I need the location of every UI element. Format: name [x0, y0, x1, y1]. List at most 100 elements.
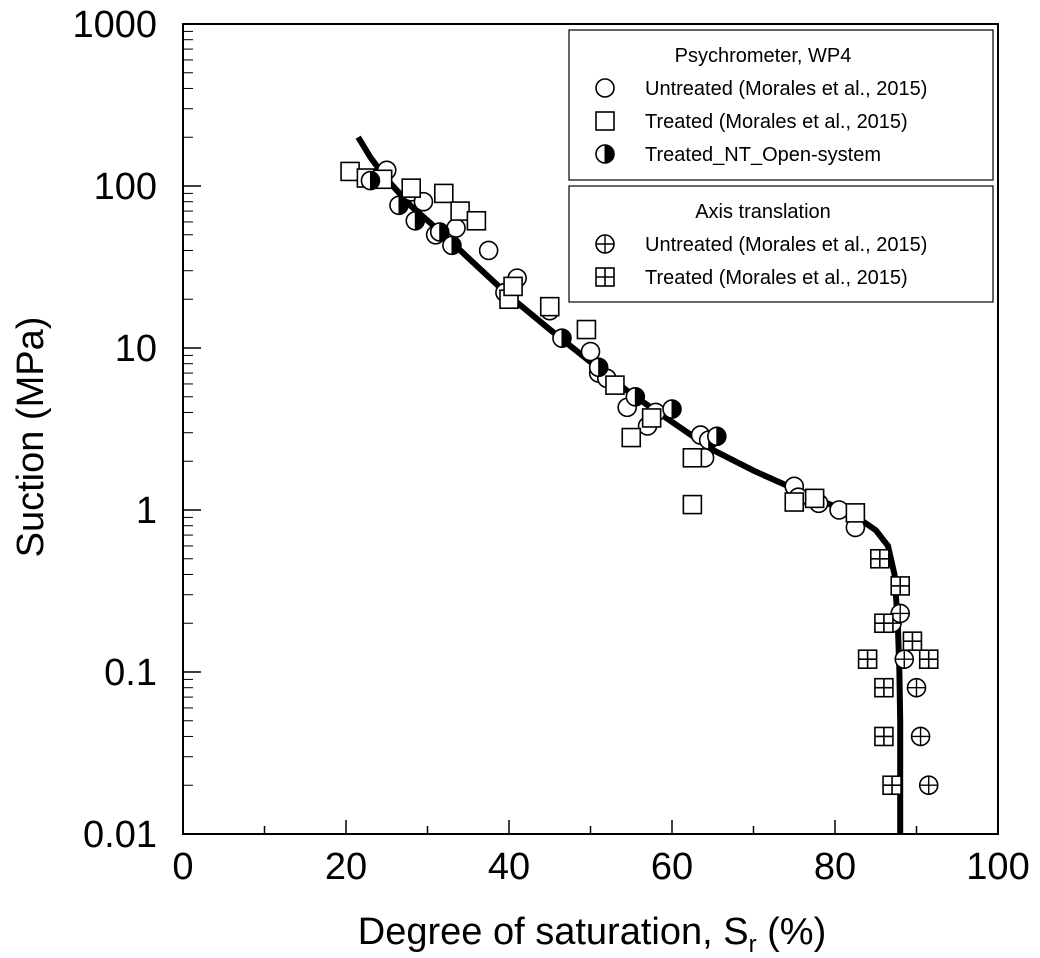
marker-circle: [595, 78, 615, 98]
y-tick-label: 1: [136, 490, 157, 532]
x-axis-title-main: Degree of saturation, S: [358, 911, 749, 953]
marker-square: [621, 427, 642, 448]
x-axis-title: Degree of saturation, Sr (%): [358, 911, 826, 958]
x-axis-title-suffix: (%): [757, 911, 827, 953]
legend-marker-circle: [595, 78, 615, 98]
data-point-half-circle: [442, 235, 462, 256]
legend-entry-label: Untreated (Morales et al., 2015): [645, 234, 927, 256]
marker-circle: [478, 240, 499, 261]
x-tick-label: 20: [325, 846, 367, 888]
data-point-square: [682, 448, 703, 468]
marker-half-fill: [369, 171, 380, 191]
data-point-square-plus: [870, 548, 890, 569]
data-point-half-circle: [625, 386, 646, 407]
data-point-half-circle: [429, 222, 450, 242]
marker-square: [845, 503, 866, 523]
legend-entry-label: Treated (Morales et al., 2015): [645, 267, 908, 289]
x-tick-label: 0: [172, 846, 193, 888]
data-point-circle: [446, 218, 466, 238]
data-point-square: [804, 488, 825, 509]
data-point-square-plus: [857, 649, 878, 669]
x-tick-label: 100: [966, 846, 1029, 888]
data-point-square: [401, 178, 422, 198]
data-point-square: [576, 319, 597, 340]
data-point-square: [845, 503, 866, 523]
data-point-circle-plus: [918, 775, 939, 796]
data-point-half-circle: [588, 357, 609, 378]
data-point-half-circle: [389, 195, 409, 216]
marker-circle: [580, 341, 601, 362]
marker-square: [340, 161, 360, 182]
legend-box: [568, 29, 994, 181]
data-point-square: [539, 296, 560, 317]
legend-entry-label: Treated_NT_Open-system: [645, 144, 881, 166]
data-point-circle: [829, 500, 849, 520]
data-points-group: [340, 160, 939, 796]
data-point-circle-plus: [894, 649, 915, 669]
y-tick-label: 10: [115, 328, 157, 370]
data-point-half-circle: [360, 170, 381, 191]
x-tick-label: 40: [488, 846, 530, 888]
x-axis-title-subscript: r: [749, 931, 757, 958]
legend-marker-circle-plus: [595, 234, 615, 254]
marker-half-fill: [561, 328, 572, 348]
x-tick-label: 80: [814, 846, 856, 888]
data-point-square-plus: [890, 576, 911, 596]
data-point-half-circle: [707, 426, 727, 447]
marker-square: [784, 492, 805, 512]
marker-half-fill: [604, 144, 615, 164]
marker-half-fill: [398, 195, 409, 215]
data-point-square: [503, 276, 523, 297]
x-tick-label: 60: [651, 846, 693, 888]
marker-square: [433, 183, 454, 204]
marker-square: [595, 111, 615, 131]
data-point-square-plus: [874, 726, 894, 747]
legend-title: Axis translation: [695, 201, 831, 223]
data-point-square-plus: [874, 677, 894, 698]
data-point-square-plus: [874, 613, 894, 634]
data-point-circle-plus: [906, 677, 927, 698]
data-point-circle-plus: [910, 726, 931, 747]
y-tick-label: 0.1: [104, 652, 157, 694]
marker-square: [503, 276, 523, 297]
legend-entry-label: Treated (Morales et al., 2015): [645, 111, 908, 133]
data-point-half-circle: [405, 210, 426, 231]
y-tick-label: 1000: [72, 4, 157, 46]
legend-marker-half-circle: [595, 144, 615, 164]
legend-marker-square: [595, 111, 615, 131]
legend-marker-square-plus: [595, 267, 615, 287]
data-point-half-circle: [662, 399, 682, 419]
legend-entry-label: Untreated (Morales et al., 2015): [645, 78, 927, 100]
marker-circle: [829, 500, 849, 520]
y-tick-label: 100: [94, 166, 157, 208]
marker-square: [466, 210, 487, 231]
axes-group: 0 20 40 60 80 100 0.01 0.1 1 10 100 1000: [72, 4, 1029, 888]
y-axis-title: Suction (MPa): [10, 317, 52, 558]
data-point-square: [605, 375, 625, 395]
data-point-square: [450, 201, 470, 221]
data-point-square: [466, 210, 487, 231]
marker-square: [539, 296, 560, 317]
marker-half-fill: [451, 235, 462, 255]
marker-circle: [446, 218, 466, 238]
data-point-square: [621, 427, 642, 448]
marker-square: [682, 448, 703, 468]
data-point-square: [784, 492, 805, 512]
marker-square: [682, 494, 703, 515]
data-point-circle: [478, 240, 499, 261]
marker-half-fill: [598, 357, 609, 377]
marker-half-fill: [716, 426, 727, 446]
marker-square: [605, 375, 625, 395]
marker-square: [401, 178, 422, 198]
y-tick-label: 0.01: [83, 814, 157, 856]
data-point-half-circle: [552, 328, 572, 348]
marker-half-fill: [634, 387, 645, 407]
marker-square: [576, 319, 597, 340]
legend-box: [568, 185, 994, 303]
data-point-square: [340, 161, 360, 182]
legend: Psychrometer, WP4 Untreated (Morales et a…: [568, 29, 994, 303]
data-point-circle-plus: [890, 603, 911, 624]
marker-half-fill: [671, 399, 682, 419]
data-point-square-plus: [902, 631, 923, 651]
